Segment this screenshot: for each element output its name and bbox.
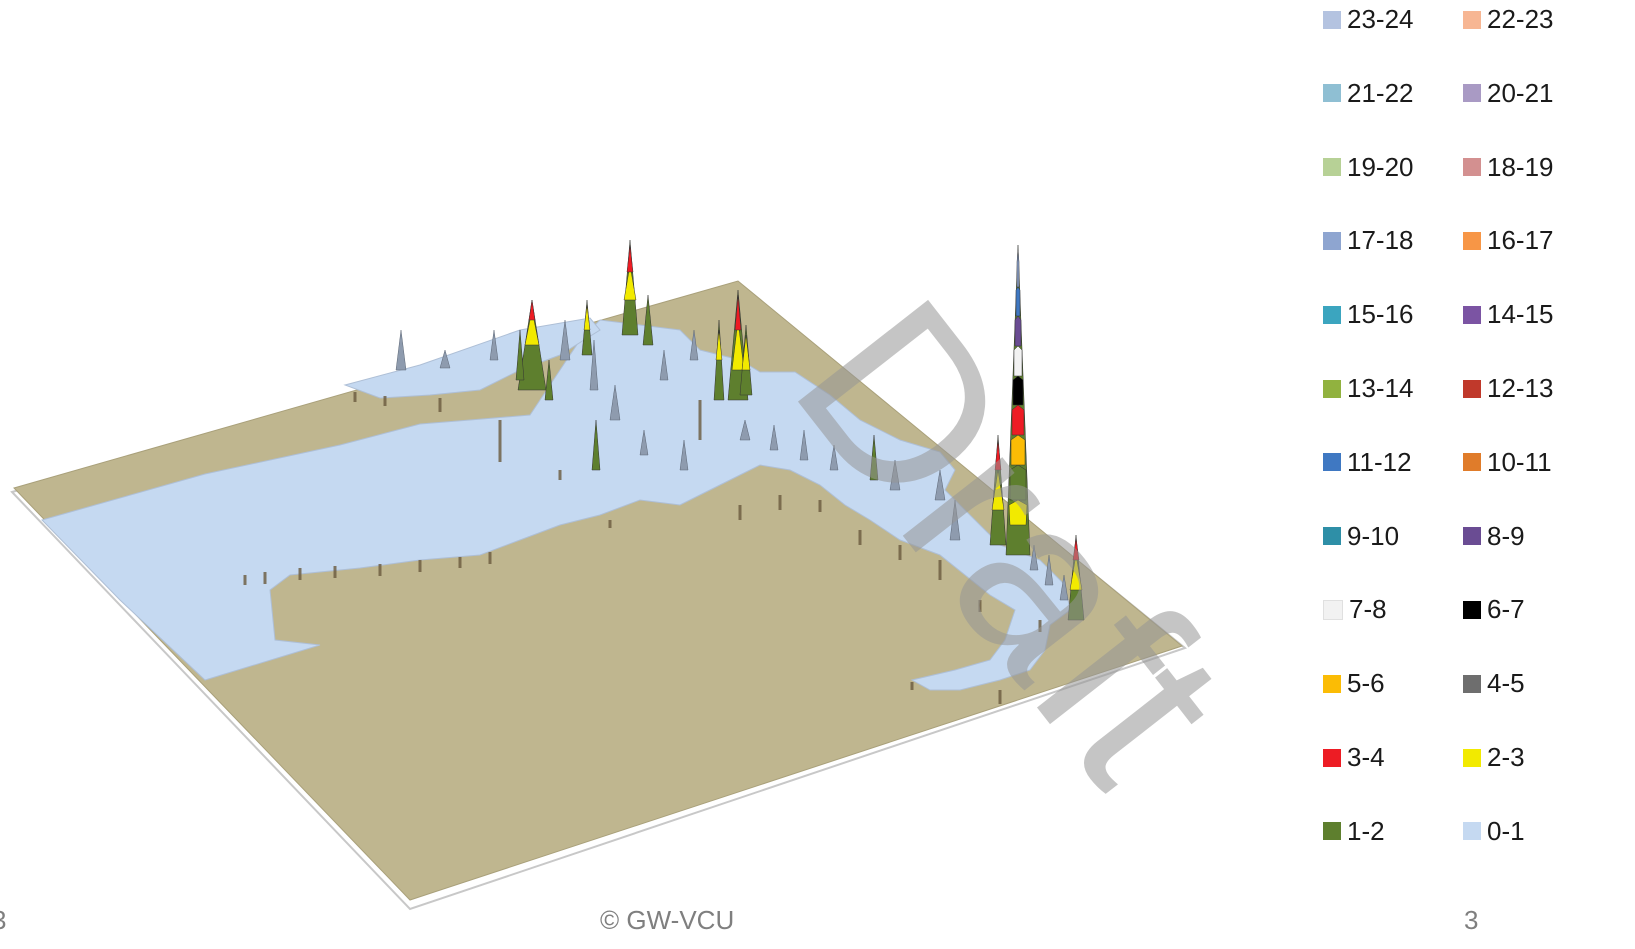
legend-label: 20-21 [1487, 77, 1554, 108]
legend-swatch [1463, 84, 1481, 103]
legend-swatch [1463, 600, 1481, 619]
legend-label: 13-14 [1347, 373, 1414, 403]
legend-item: 22-23 [1463, 4, 1554, 35]
legend-label: 16-17 [1487, 225, 1554, 256]
legend-label: 10-11 [1487, 446, 1552, 477]
legend-swatch [1323, 822, 1341, 841]
legend-label: 9-10 [1347, 520, 1400, 551]
legend-item: 16-17 [1463, 225, 1554, 256]
legend-item: 3-4 [1323, 742, 1385, 773]
legend-label: 3-4 [1347, 742, 1385, 772]
legend-swatch [1323, 527, 1341, 546]
legend-item: 21-22 [1323, 78, 1414, 109]
legend-label: 18-19 [1487, 151, 1554, 182]
legend-swatch [1323, 674, 1341, 693]
legend-item: 1-2 [1323, 816, 1385, 847]
legend-swatch [1463, 527, 1481, 546]
legend-swatch [1323, 453, 1341, 472]
chart-legend: 23-24 22-23 21-22 20-21 19-20 18-19 17-18 16-17… [1323, 0, 1635, 900]
major-peaks [515, 239, 1085, 621]
legend-swatch [1323, 84, 1341, 103]
page-number-left: 3 [0, 905, 6, 936]
legend-swatch [1323, 305, 1341, 324]
legend-item: 17-18 [1323, 225, 1414, 256]
legend-swatch [1323, 10, 1341, 29]
legend-label: 12-13 [1487, 373, 1554, 403]
legend-item: 10-11 [1463, 447, 1552, 478]
legend-swatch [1463, 305, 1481, 324]
legend-item: 14-15 [1463, 299, 1554, 330]
legend-label: 1-2 [1347, 815, 1385, 846]
legend-label: 15-16 [1347, 299, 1414, 330]
legend-swatch [1323, 748, 1341, 767]
legend-item: 12-13 [1463, 373, 1554, 404]
legend-swatch [1463, 822, 1481, 841]
legend-label: 19-20 [1347, 151, 1414, 182]
copyright-text: © GW-VCU [600, 905, 735, 935]
legend-label: 23-24 [1347, 4, 1414, 34]
legend-label: 6-7 [1487, 594, 1525, 625]
legend-item: 9-10 [1323, 521, 1399, 552]
legend-label: 17-18 [1347, 225, 1414, 256]
legend-label: 5-6 [1347, 668, 1385, 699]
legend-label: 4-5 [1487, 668, 1525, 699]
legend-label: 21-22 [1347, 77, 1414, 108]
legend-swatch [1323, 379, 1341, 398]
legend-item: 6-7 [1463, 594, 1525, 625]
legend-swatch [1463, 748, 1481, 767]
legend-item: 11-12 [1323, 447, 1412, 478]
legend-item: 23-24 [1323, 4, 1414, 35]
legend-label: 14-15 [1487, 299, 1554, 330]
legend-swatch [1463, 453, 1481, 472]
legend-item: 0-1 [1463, 816, 1525, 847]
shoreline-edges [243, 392, 1042, 704]
legend-item: 8-9 [1463, 521, 1525, 552]
legend-swatch [1463, 231, 1481, 250]
legend-item: 15-16 [1323, 299, 1414, 330]
legend-label: 11-12 [1347, 446, 1412, 477]
legend-item: 18-19 [1463, 152, 1554, 183]
legend-label: 7-8 [1349, 594, 1387, 625]
legend-item: 4-5 [1463, 668, 1525, 699]
legend-swatch [1323, 231, 1341, 250]
page-number-right: 3 [1464, 905, 1479, 935]
legend-label: 8-9 [1487, 520, 1525, 551]
legend-swatch [1463, 158, 1481, 177]
surface-plot [10, 239, 1188, 911]
legend-swatch [1463, 10, 1481, 29]
legend-item: 7-8 [1323, 594, 1387, 625]
water-region [41, 319, 1071, 691]
legend-swatch [1463, 379, 1481, 398]
legend-item: 2-3 [1463, 742, 1525, 773]
legend-swatch [1463, 674, 1481, 693]
legend-item: 5-6 [1323, 668, 1385, 699]
legend-label: 2-3 [1487, 742, 1525, 772]
legend-swatch [1323, 599, 1343, 620]
legend-swatch [1323, 158, 1341, 177]
minor-spikes [395, 319, 1069, 601]
legend-item: 20-21 [1463, 78, 1554, 109]
legend-label: 22-23 [1487, 4, 1554, 34]
legend-item: 13-14 [1323, 373, 1414, 404]
legend-item: 19-20 [1323, 152, 1414, 183]
legend-label: 0-1 [1487, 815, 1525, 846]
